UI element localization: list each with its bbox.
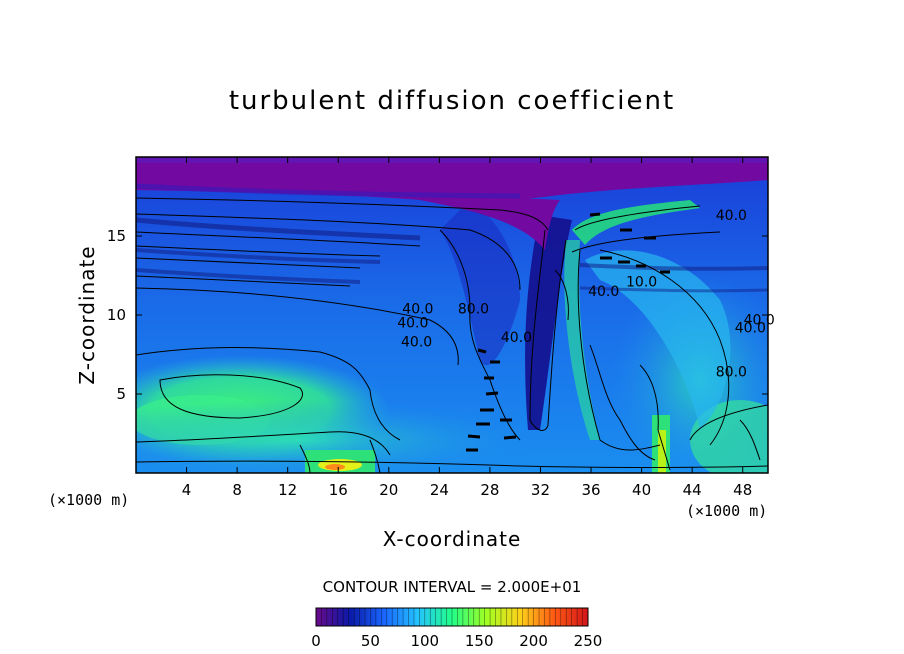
colorbar-ticks: 0 50 100 150 200 250 bbox=[311, 632, 602, 650]
x-tick-label: 24 bbox=[430, 481, 449, 499]
x-tick-label: 36 bbox=[581, 481, 600, 499]
colorbar-tick-label: 150 bbox=[465, 632, 494, 650]
contour-label: 40.0 bbox=[588, 284, 619, 300]
contour-label: 40.0 bbox=[735, 320, 766, 336]
y-tick-label: 5 bbox=[116, 385, 126, 403]
contour-label: 40.0 bbox=[401, 335, 432, 351]
y-axis-ticks: 5 10 15 bbox=[107, 227, 768, 403]
x-tick-label: 12 bbox=[278, 481, 297, 499]
x-tick-label: 44 bbox=[683, 481, 702, 499]
y-axis-units: (×1000 m) bbox=[48, 491, 129, 509]
x-tick-label: 32 bbox=[531, 481, 550, 499]
x-tick-label: 4 bbox=[182, 481, 192, 499]
x-tick-label: 16 bbox=[329, 481, 348, 499]
x-axis-label: X-coordinate bbox=[383, 527, 522, 551]
contour-label: 40.0 bbox=[501, 330, 532, 346]
x-tick-label: 8 bbox=[232, 481, 242, 499]
x-tick-label: 20 bbox=[379, 481, 398, 499]
x-axis-ticks: 4 8 12 16 20 24 28 32 36 40 44 48 bbox=[182, 157, 752, 499]
y-axis-label: Z-coordinate bbox=[75, 245, 99, 384]
x-tick-label: 40 bbox=[632, 481, 651, 499]
chart-title: turbulent diffusion coefficient bbox=[228, 86, 676, 116]
colorbar-stripes bbox=[321, 608, 583, 626]
contour-label: 40.0 bbox=[744, 312, 775, 328]
contour-label: 40.0 bbox=[716, 208, 747, 224]
y-tick-label: 15 bbox=[107, 227, 126, 245]
contour-label: 10.0 bbox=[626, 275, 657, 291]
x-axis-units: (×1000 m) bbox=[686, 502, 767, 520]
contour-label: 40.0 bbox=[397, 316, 428, 332]
contour-label: 40.0 bbox=[402, 301, 433, 317]
colorbar-tick-label: 100 bbox=[410, 632, 439, 650]
colorbar-tick-label: 250 bbox=[574, 632, 603, 650]
contour-interval-text: CONTOUR INTERVAL = 2.000E+01 bbox=[323, 578, 582, 596]
dense-contours bbox=[466, 212, 670, 452]
contour-lines bbox=[136, 197, 768, 473]
x-tick-label: 28 bbox=[480, 481, 499, 499]
colorbar-tick-label: 50 bbox=[361, 632, 380, 650]
contour-label: 80.0 bbox=[716, 365, 747, 381]
contour-label: 80.0 bbox=[458, 301, 489, 317]
x-tick-label: 48 bbox=[733, 481, 752, 499]
y-tick-label: 10 bbox=[107, 306, 126, 324]
colorbar-tick-label: 0 bbox=[311, 632, 321, 650]
colorbar-tick-label: 200 bbox=[519, 632, 548, 650]
contour-labels: 40.040.040.040.040.040.040.040.010.080.0… bbox=[397, 208, 775, 380]
